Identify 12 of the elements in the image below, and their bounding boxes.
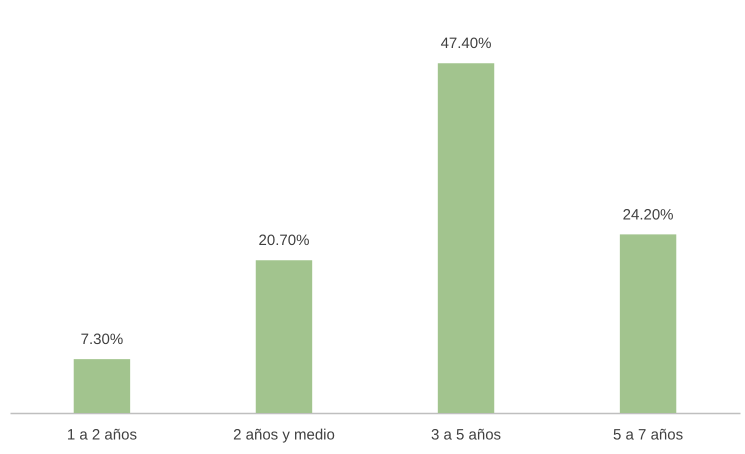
bar [438,63,494,413]
bar [620,234,676,413]
x-tick-label: 1 a 2 años [66,426,137,444]
data-label: 7.30% [80,331,124,348]
bar [256,260,312,413]
data-label: 24.20% [622,206,674,224]
x-tick-label: 5 a 7 años [613,426,684,444]
data-label: 47.40% [440,35,492,52]
bar [74,359,130,413]
x-tick-label: 2 años y medio [233,426,335,444]
x-tick-label: 3 a 5 años [430,426,502,444]
data-label: 20.70% [258,232,310,250]
